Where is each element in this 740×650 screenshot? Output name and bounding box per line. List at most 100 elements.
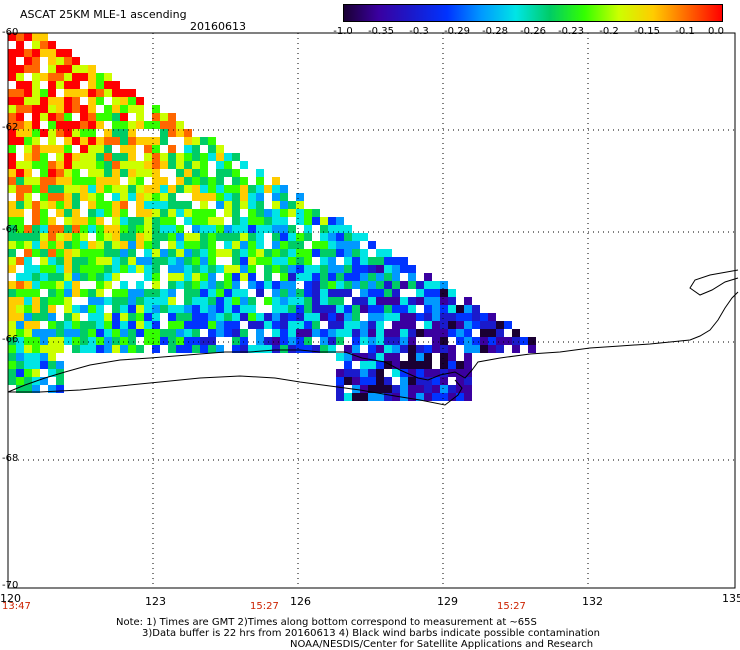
swath-cell (416, 289, 424, 297)
swath-cell (80, 241, 88, 249)
swath-cell (232, 257, 240, 265)
note-line-2: 3)Data buffer is 22 hrs from 20160613 4)… (142, 628, 600, 639)
swath-cell (496, 337, 504, 345)
swath-cell (120, 89, 128, 97)
swath-cell (200, 185, 208, 193)
swath-cell (144, 265, 152, 273)
swath-cell (496, 345, 504, 353)
colorbar-label: -0.35 (368, 26, 394, 37)
swath-cell (184, 265, 192, 273)
swath-cell (208, 145, 216, 153)
swath-cell (72, 81, 80, 89)
swath-cell (232, 193, 240, 201)
swath-cell (88, 73, 96, 81)
swath-cell (40, 73, 48, 81)
swath-cell (40, 297, 48, 305)
swath-cell (200, 249, 208, 257)
swath-cell (352, 377, 360, 385)
swath-cell (128, 161, 136, 169)
swath-cell (272, 241, 280, 249)
swath-cell (296, 201, 304, 209)
swath-cell (56, 97, 64, 105)
swath-cell (168, 305, 176, 313)
swath-cell (16, 305, 24, 313)
swath-cell (224, 249, 232, 257)
swath-cell (40, 217, 48, 225)
swath-cell (136, 305, 144, 313)
swath-cell (168, 321, 176, 329)
swath-cell (416, 393, 424, 401)
swath-cell (120, 209, 128, 217)
swath-cell (376, 393, 384, 401)
swath-cell (32, 113, 40, 121)
swath-cell (64, 217, 72, 225)
swath-cell (216, 169, 224, 177)
swath-cell (160, 193, 168, 201)
swath-cell (24, 257, 32, 265)
swath-cell (232, 273, 240, 281)
swath-cell (48, 361, 56, 369)
swath-cell (440, 369, 448, 377)
swath-cell (392, 385, 400, 393)
swath-cell (312, 249, 320, 257)
lat-label: -66 (2, 334, 19, 345)
swath-cell (336, 313, 344, 321)
lon-label: 126 (290, 595, 311, 608)
swath-cell (168, 185, 176, 193)
swath-cell (296, 265, 304, 273)
swath-cell (264, 225, 272, 233)
swath-cell (112, 121, 120, 129)
swath-cell (32, 105, 40, 113)
swath-cell (352, 337, 360, 345)
swath-cell (424, 305, 432, 313)
swath-cell (344, 377, 352, 385)
swath-cell (288, 201, 296, 209)
swath-cell (368, 393, 376, 401)
swath-cell (160, 121, 168, 129)
swath-cell (368, 265, 376, 273)
swath-cell (264, 217, 272, 225)
swath-cell (48, 73, 56, 81)
swath-cell (64, 265, 72, 273)
swath-cell (184, 153, 192, 161)
swath-cell (144, 289, 152, 297)
swath-cell (88, 121, 96, 129)
swath-cell (16, 49, 24, 57)
swath-cell (352, 249, 360, 257)
swath-cell (200, 241, 208, 249)
swath-cell (144, 153, 152, 161)
swath-cell (248, 193, 256, 201)
swath-cell (24, 369, 32, 377)
swath-cell (160, 217, 168, 225)
swath-cell (112, 185, 120, 193)
swath-cell (184, 241, 192, 249)
swath-cell (32, 209, 40, 217)
swath-cell (32, 73, 40, 81)
swath-cell (80, 265, 88, 273)
swath-cell (184, 329, 192, 337)
swath-cell (424, 297, 432, 305)
swath-cell (32, 249, 40, 257)
swath-cell (112, 265, 120, 273)
swath-cell (160, 289, 168, 297)
swath-cell (232, 169, 240, 177)
swath-cell (144, 233, 152, 241)
swath-cell (72, 289, 80, 297)
swath-cell (192, 169, 200, 177)
swath-cell (104, 321, 112, 329)
swath-cell (400, 281, 408, 289)
swath-cell (216, 225, 224, 233)
swath-cell (344, 273, 352, 281)
swath-cell (400, 297, 408, 305)
swath-cell (24, 321, 32, 329)
swath-cell (312, 329, 320, 337)
swath-cell (184, 209, 192, 217)
swath-cell (336, 393, 344, 401)
swath-cell (48, 273, 56, 281)
swath-cell (16, 385, 24, 393)
swath-cell (152, 249, 160, 257)
swath-cell (304, 273, 312, 281)
swath-cell (296, 257, 304, 265)
swath-cell (224, 321, 232, 329)
swath-cell (80, 345, 88, 353)
